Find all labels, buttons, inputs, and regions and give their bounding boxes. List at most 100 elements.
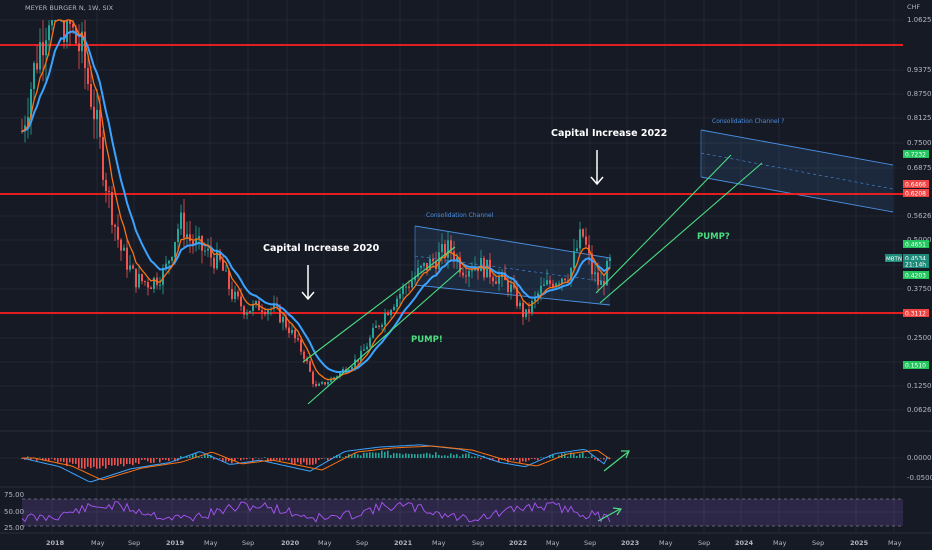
- candle-body: [117, 226, 119, 240]
- candle-body: [480, 258, 482, 272]
- price-tick: 0.1250: [907, 382, 932, 390]
- candle-body: [444, 243, 446, 258]
- candle-body: [381, 324, 383, 327]
- macd-hist-bar: [207, 454, 209, 458]
- macd-hist-bar: [522, 458, 524, 462]
- horizontal-levels: [0, 44, 903, 314]
- candle-body: [546, 280, 548, 285]
- macd-hist-bar: [240, 458, 242, 461]
- price-label-text: 0.7232: [905, 152, 926, 159]
- candle-body: [333, 377, 335, 379]
- macd-hist-bar: [111, 458, 113, 466]
- macd-hist-bar: [471, 456, 473, 458]
- candle-body: [417, 267, 419, 277]
- macd-hist-bar: [141, 458, 143, 460]
- macd-hist-bar: [93, 458, 95, 467]
- candle-body: [186, 234, 188, 238]
- candle-body: [99, 109, 101, 137]
- candle-body: [450, 240, 452, 252]
- time-tick: 2024: [735, 539, 754, 547]
- macd-hist-bar: [510, 458, 512, 460]
- candle-body: [321, 382, 323, 384]
- candle-body: [87, 67, 89, 85]
- candle-body: [447, 240, 449, 258]
- currency-label: CHF: [907, 3, 920, 11]
- candle-body: [297, 338, 299, 340]
- candle-body: [213, 257, 215, 269]
- time-axis[interactable]: 2018 May Sep 2019 May Sep 2020 May Sep 2021 May Sep…: [46, 539, 902, 547]
- macd-hist-bar: [474, 456, 476, 458]
- time-tick: Sep: [242, 539, 254, 547]
- candle-body: [336, 376, 338, 378]
- macd-hist-bar: [384, 451, 386, 458]
- candle-body: [108, 190, 110, 193]
- candle-body: [486, 259, 488, 278]
- macd-hist-bar: [237, 458, 239, 459]
- macd-hist-bar: [162, 458, 164, 460]
- arrow-2020-head: [301, 291, 315, 301]
- macd-hist-bar: [21, 458, 23, 459]
- candle-body: [366, 346, 368, 350]
- candle-body: [360, 350, 362, 362]
- candle-body: [279, 305, 281, 323]
- candle-body: [459, 257, 461, 273]
- candle-body: [42, 42, 44, 56]
- candle-body: [522, 302, 524, 318]
- macd-hist-bar: [159, 458, 161, 463]
- candle-body: [408, 286, 410, 288]
- candle-body: [267, 310, 269, 315]
- annotations: Capital Increase 2020 Capital Increase 2…: [263, 118, 784, 345]
- macd-hist-bar: [114, 458, 116, 466]
- candle-body: [153, 277, 155, 290]
- candle-body: [45, 40, 47, 56]
- macd-hist-bar: [63, 458, 65, 462]
- candle-body: [312, 371, 314, 385]
- price-label-text: 0.1510: [905, 363, 926, 370]
- candle-body: [507, 280, 509, 293]
- candle-body: [390, 310, 392, 316]
- macd-hist-bar: [531, 458, 533, 459]
- macd-hist-bar: [585, 456, 587, 458]
- macd-hist-bar: [345, 456, 347, 458]
- macd-hist-bar: [153, 458, 155, 463]
- candle-body: [519, 302, 521, 307]
- candle-body: [567, 280, 569, 282]
- candle-body: [291, 329, 293, 334]
- candle-body: [135, 268, 137, 288]
- candle-body: [609, 257, 611, 261]
- candle-body: [423, 263, 425, 267]
- candle-body: [141, 274, 143, 282]
- macd-hist-bar: [186, 455, 188, 458]
- macd-hist-bar: [363, 452, 365, 458]
- candle-body: [27, 117, 29, 126]
- candle-body: [558, 283, 560, 285]
- candle-body: [93, 106, 95, 120]
- macd-hist-bar: [366, 452, 368, 458]
- ema-fast-line: [21, 19, 611, 381]
- candle-body: [63, 20, 65, 42]
- ema-slow-line: [21, 30, 611, 373]
- macd-hist-bar: [387, 450, 389, 458]
- time-tick: May: [204, 539, 218, 547]
- time-tick: Sep: [472, 539, 484, 547]
- candle-body: [552, 283, 554, 288]
- candle-body: [465, 275, 467, 277]
- candle-body: [36, 63, 38, 70]
- candle-body: [330, 378, 332, 383]
- candle-body: [579, 229, 581, 249]
- price-tick: 1.0625: [907, 16, 932, 24]
- candle-body: [264, 311, 266, 315]
- macd-hist-bar: [465, 453, 467, 458]
- price-tick: 0.0626: [907, 406, 932, 414]
- macd-hist-bar: [198, 457, 200, 458]
- price-label-text: 0.6466: [905, 182, 926, 189]
- consolidation-channel-mid: [414, 255, 611, 283]
- macd-hist-bar: [525, 458, 527, 462]
- candle-body: [126, 247, 128, 270]
- candle-body: [585, 236, 587, 245]
- candle-body: [33, 63, 35, 89]
- symbol-tag-box: [885, 254, 902, 262]
- candle-body: [573, 251, 575, 268]
- annotation-consolidation-channel-question: Consolidation Channel ?: [712, 118, 784, 125]
